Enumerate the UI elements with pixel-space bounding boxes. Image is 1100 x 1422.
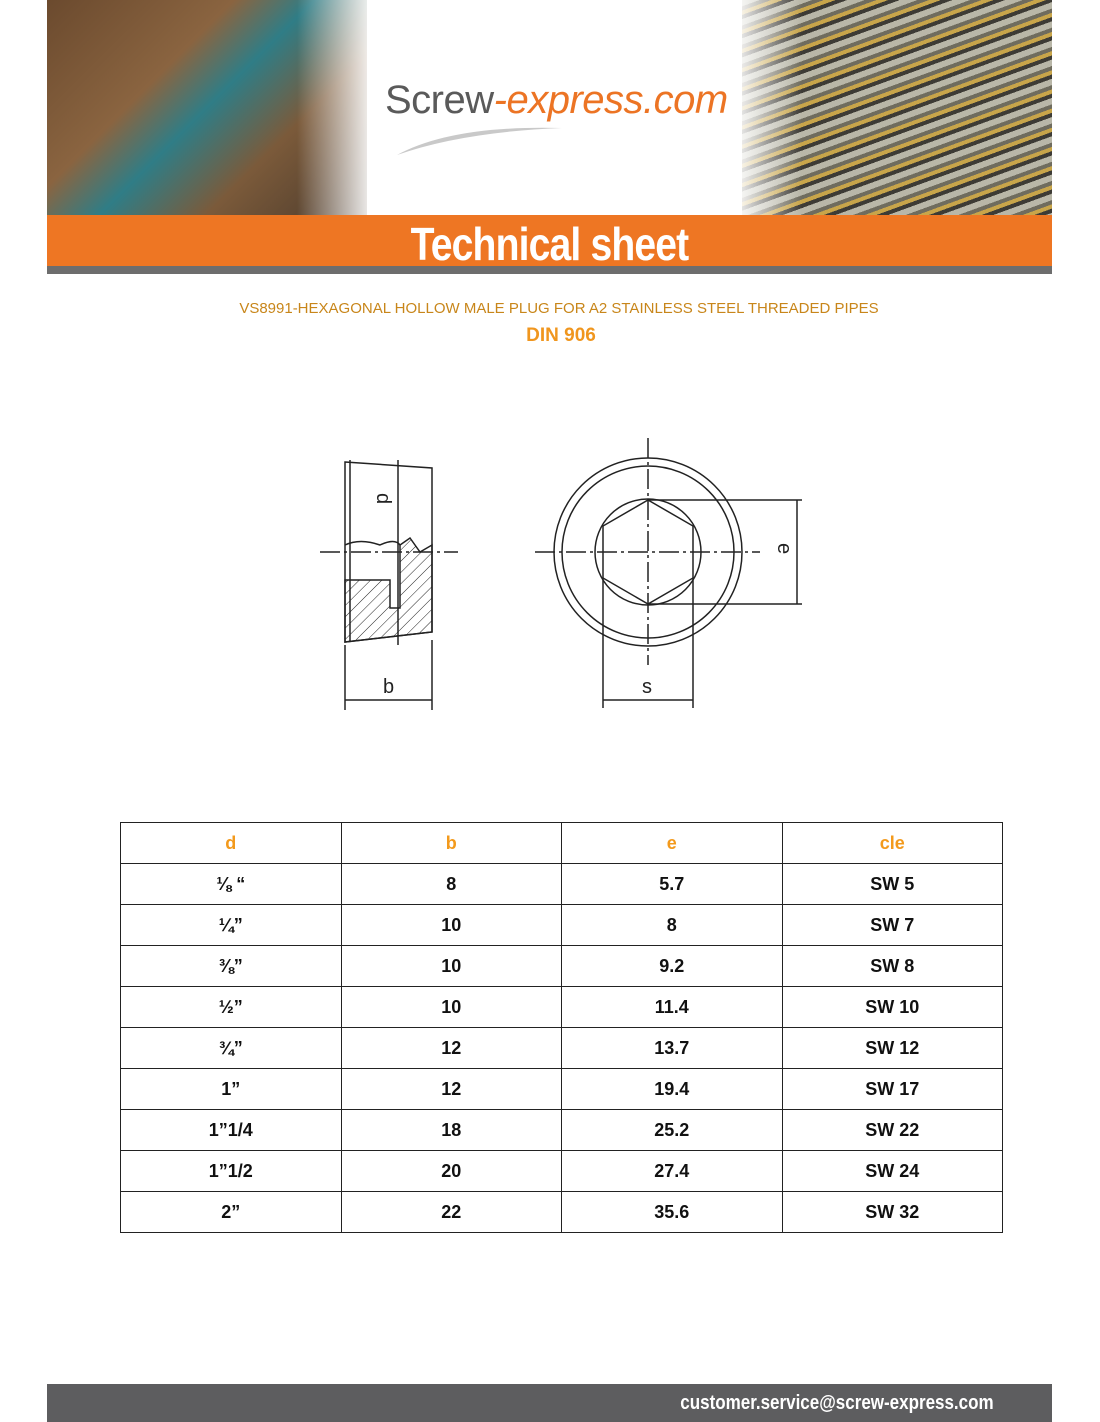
table-cell: 11.4 [561, 986, 783, 1028]
product-title: VS8991-HEXAGONAL HOLLOW MALE PLUG FOR A2… [239, 300, 879, 317]
table-cell: SW 8 [781, 945, 1003, 987]
table-cell: ½” [120, 986, 342, 1028]
table-cell: 10 [340, 904, 562, 946]
table-cell: 8 [561, 904, 783, 946]
table-cell: 12 [340, 1068, 562, 1110]
banner-title: Technical sheet [410, 218, 690, 270]
divider [47, 266, 1052, 274]
table-cell: ¾” [120, 1027, 342, 1069]
table-cell: 18 [340, 1109, 562, 1151]
table-cell: 2” [120, 1191, 342, 1233]
footer-bar: customer.service@screw-express.com [47, 1384, 1052, 1422]
table-cell: 12 [340, 1027, 562, 1069]
footer-email[interactable]: customer.service@screw-express.com [680, 1392, 994, 1414]
table-cell: SW 5 [781, 863, 1003, 905]
header-e: e [561, 822, 783, 864]
technical-drawing: d b e s [320, 438, 802, 710]
header-banner: Screw-express.com [47, 0, 1052, 215]
table-row: ½” 10 11.4 SW 10 [120, 986, 1003, 1028]
logo-swoosh-icon [397, 127, 562, 155]
front-view [535, 438, 802, 708]
table-cell: 13.7 [561, 1027, 783, 1069]
logo: Screw-express.com [385, 78, 728, 122]
table-row: ⅛ “8 5.7 SW 5 [120, 863, 1003, 905]
table-cell: ¼” [120, 904, 342, 946]
table-cell: 1” [120, 1068, 342, 1110]
table-cell: SW 12 [781, 1027, 1003, 1069]
title-bar: Technical sheet [47, 215, 1052, 270]
table-cell: 25.2 [561, 1109, 783, 1151]
table-row: 1” 12 19.4 SW 17 [120, 1068, 1003, 1110]
table-cell: SW 24 [781, 1150, 1003, 1192]
dimension-label-s: s [642, 676, 652, 698]
table-cell: 20 [340, 1150, 562, 1192]
header-cle: cle [781, 822, 1003, 864]
table-cell: 27.4 [561, 1150, 783, 1192]
dimension-label-d: d [372, 493, 394, 504]
table-cell: 1”1/4 [120, 1109, 342, 1151]
side-view [320, 460, 458, 710]
standard-label: DIN 906 [526, 325, 596, 346]
table-cell: ⅛ “ [120, 863, 342, 905]
dimension-label-b: b [383, 676, 394, 698]
table-cell: 8 [340, 863, 562, 905]
table-cell: SW 7 [781, 904, 1003, 946]
table-cell: 5.7 [561, 863, 783, 905]
table-row: 2” 22 35.6 SW 32 [120, 1191, 1003, 1233]
table-cell: 10 [340, 986, 562, 1028]
table-cell: SW 22 [781, 1109, 1003, 1151]
dimension-label-e: e [773, 543, 795, 554]
table-header-row: d b e cle [120, 822, 1003, 864]
table-cell: SW 32 [781, 1191, 1003, 1233]
table-row: ¼” 10 8 SW 7 [120, 904, 1003, 946]
table-cell: 35.6 [561, 1191, 783, 1233]
table-cell: 22 [340, 1191, 562, 1233]
table-cell: SW 17 [781, 1068, 1003, 1110]
header-b: b [340, 822, 562, 864]
header-d: d [120, 822, 342, 864]
dimensions-table: d b e cle ⅛ “8 5.7 SW 5 ¼” 10 8 SW 7 ⅜” 10 9.2 SW … [120, 822, 1003, 1233]
table-cell: 1”1/2 [120, 1150, 342, 1192]
table-row: ¾” 12 13.7 SW 12 [120, 1027, 1003, 1069]
table-cell: 9.2 [561, 945, 783, 987]
table-cell: 19.4 [561, 1068, 783, 1110]
table-row: 1”1/2 20 27.4 SW 24 [120, 1150, 1003, 1192]
table-cell: ⅜” [120, 945, 342, 987]
table-cell: SW 10 [781, 986, 1003, 1028]
table-row: ⅜” 10 9.2 SW 8 [120, 945, 1003, 987]
table-cell: 10 [340, 945, 562, 987]
table-row: 1”1/4 18 25.2 SW 22 [120, 1109, 1003, 1151]
